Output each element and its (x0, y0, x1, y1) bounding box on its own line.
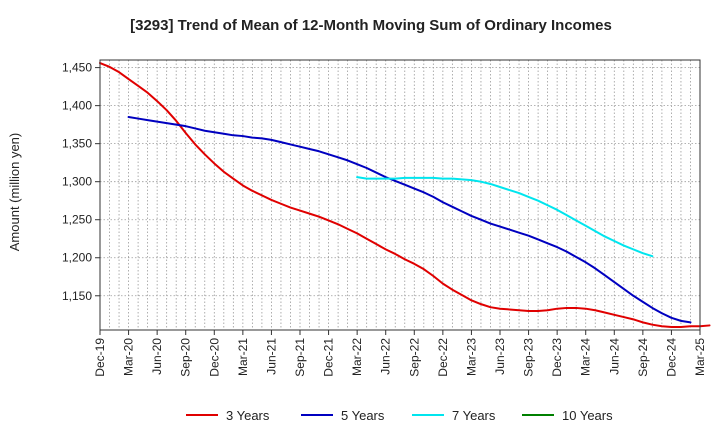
x-tick-label: Dec-19 (93, 338, 107, 377)
series-line-5-years (127, 116, 692, 324)
legend-label-3-years: 3 Years (226, 408, 270, 423)
x-tick-label: Mar-25 (693, 338, 707, 376)
x-axis-ticks: Dec-19 Mar-20 Jun-20 Sep-20 Dec-20 Mar-21 Jun-… (93, 330, 707, 377)
y-tick-label: 1,250 (62, 213, 92, 227)
x-tick-label: Mar-21 (236, 338, 250, 376)
x-tick-label: Jun-23 (493, 338, 507, 375)
legend: 3 Years 5 Years 7 Years 10 Years (186, 408, 613, 423)
y-tick-label: 1,450 (62, 61, 92, 75)
x-tick-label: Dec-24 (664, 338, 678, 377)
series-line-7-years (356, 176, 654, 258)
x-tick-label: Dec-20 (207, 338, 221, 377)
y-axis-ticks: 1,150 1,200 1,250 1,300 1,350 1,400 1,450 (62, 61, 100, 303)
y-tick-label: 1,400 (62, 99, 92, 113)
x-tick-label: Dec-23 (550, 338, 564, 377)
legend-label-7-years: 7 Years (452, 408, 496, 423)
x-tick-label: Dec-21 (322, 338, 336, 377)
x-tick-label: Mar-23 (464, 338, 478, 376)
legend-label-10-years: 10 Years (562, 408, 613, 423)
x-tick-label: Mar-24 (579, 338, 593, 376)
x-tick-label: Mar-22 (350, 338, 364, 376)
legend-label-5-years: 5 Years (341, 408, 385, 423)
y-tick-label: 1,200 (62, 251, 92, 265)
x-tick-label: Mar-20 (122, 338, 136, 376)
x-tick-label: Sep-22 (407, 338, 421, 377)
series-line-3-years (99, 62, 711, 328)
chart-title: [3293] Trend of Mean of 12-Month Moving … (130, 17, 612, 34)
plot-area (100, 60, 700, 330)
x-tick-label: Jun-22 (379, 338, 393, 375)
x-tick-label: Sep-20 (179, 338, 193, 377)
series-layer (99, 62, 711, 328)
grid (100, 60, 700, 330)
y-tick-label: 1,150 (62, 289, 92, 303)
y-tick-label: 1,300 (62, 175, 92, 189)
x-tick-label: Jun-21 (264, 338, 278, 375)
x-tick-label: Dec-22 (436, 338, 450, 377)
y-tick-label: 1,350 (62, 137, 92, 151)
x-tick-label: Sep-21 (293, 338, 307, 377)
x-tick-label: Sep-23 (522, 338, 536, 377)
x-tick-label: Jun-24 (607, 338, 621, 375)
plot-frame (99, 59, 701, 331)
x-tick-label: Sep-24 (636, 338, 650, 377)
x-tick-label: Jun-20 (150, 338, 164, 375)
y-axis-label: Amount (million yen) (7, 133, 22, 252)
